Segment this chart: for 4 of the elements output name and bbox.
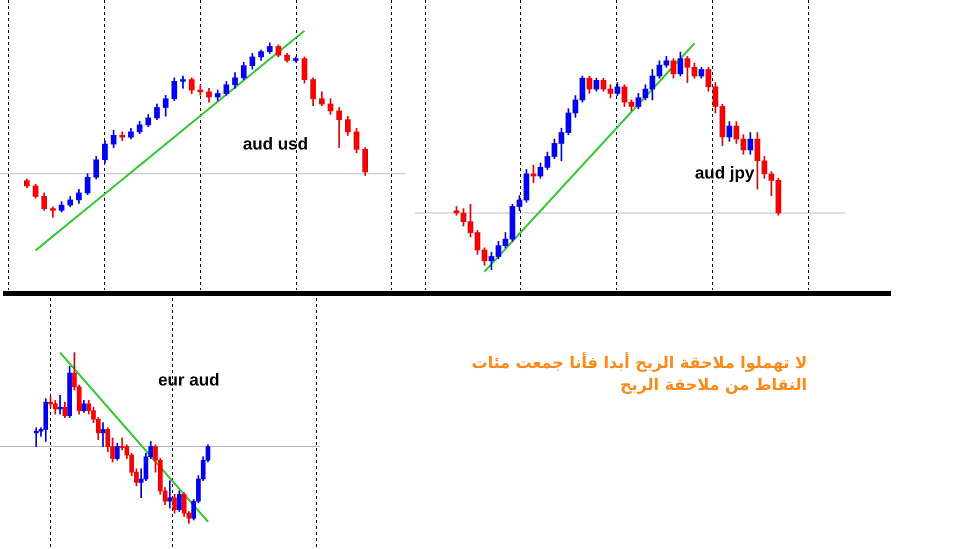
text: لا تهملوا ملاحقة الربح أبدا فأنا جمعت مئات النقاط من ملاحقة الربح [470, 352, 807, 396]
text: aud usd [242, 134, 308, 154]
text: eur aud [158, 370, 220, 390]
text: aud jpy [694, 164, 755, 183]
